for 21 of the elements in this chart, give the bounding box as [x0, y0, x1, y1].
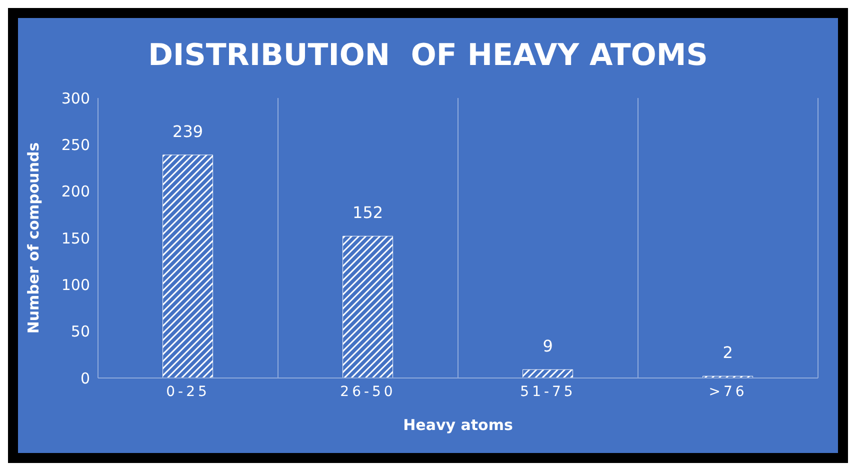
y-tick-label: 200 — [61, 182, 90, 201]
y-tick-label: 0 — [80, 369, 90, 388]
y-tick-label: 100 — [61, 276, 90, 294]
x-tick-label: 0-25 — [166, 384, 210, 400]
bar — [162, 154, 214, 378]
x-tick-label: 26-50 — [340, 384, 396, 400]
data-label: 9 — [542, 336, 553, 356]
y-tick-label: 150 — [61, 229, 90, 248]
data-label: 2 — [722, 343, 733, 362]
data-label: 152 — [352, 203, 384, 222]
x-axis-title: Heavy atoms — [403, 416, 513, 434]
y-tick-label: 50 — [70, 322, 90, 341]
y-tick-label: 300 — [61, 89, 90, 108]
bar — [522, 369, 574, 378]
x-tick-label: 51-75 — [520, 384, 576, 400]
x-tick-label: >76 — [708, 384, 748, 400]
data-label: 239 — [172, 122, 204, 141]
y-axis-title: Number of compounds — [24, 142, 42, 334]
bar — [342, 236, 394, 378]
chart-title: DISTRIBUTION OF HEAVY ATOMS — [147, 37, 709, 75]
y-tick-label: 250 — [61, 136, 90, 154]
